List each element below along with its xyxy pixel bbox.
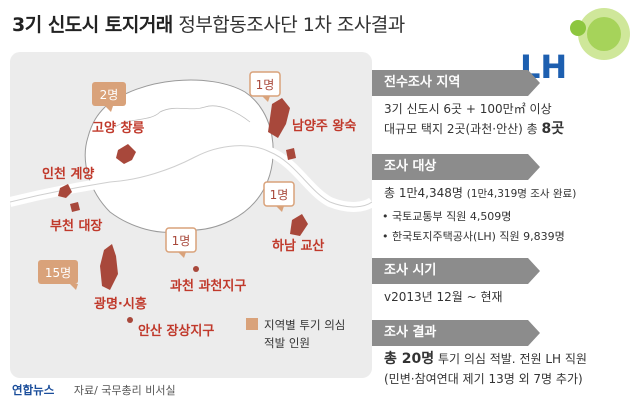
- region-namyangju-2: [286, 148, 296, 160]
- footer: 연합뉴스 자료/ 국무총리 비서실: [12, 382, 176, 402]
- section-area-line1: 3기 신도시 6곳 + 100만㎡ 이상: [384, 102, 552, 116]
- svg-text:2명: 2명: [100, 88, 119, 102]
- label-goyang: 고양 창릉: [92, 120, 144, 136]
- seoul-outline: [84, 79, 274, 233]
- badge-gwangmyeong: 15명: [38, 260, 78, 290]
- svg-text:1명: 1명: [172, 234, 191, 248]
- map-panel: 2명 1명 1명 1명 15명 고양 창릉 남양주 왕숙 인천 계양 부천 대장…: [10, 52, 372, 378]
- label-ansan: 안산 장상지구: [138, 323, 214, 339]
- label-gwacheon: 과천 과천지구: [170, 279, 246, 294]
- svg-text:1명: 1명: [270, 188, 289, 202]
- svg-text:1명: 1명: [256, 78, 275, 92]
- title-main: 3기 신도시 토지거래: [12, 14, 173, 36]
- section-period-line1: v2013년 12월 ~ 현재: [384, 290, 503, 304]
- section-target-line1: 총 1만4,348명 (1만4,319명 조사 완료): [384, 186, 577, 200]
- page-title: 3기 신도시 토지거래 정부합동조사단 1차 조사결과: [12, 10, 405, 37]
- region-hanam: [290, 214, 308, 236]
- region-namyangju: [268, 98, 290, 138]
- label-bucheon: 부천 대장: [50, 218, 102, 234]
- section-target-bullet2: • 한국토지주택공사(LH) 직원 9,839명: [382, 230, 565, 243]
- label-incheon: 인천 계양: [42, 166, 94, 182]
- region-gwacheon: [193, 266, 199, 272]
- label-namyangju: 남양주 왕숙: [292, 118, 356, 134]
- legend-line2: 적발 인원: [264, 336, 310, 350]
- region-incheon: [58, 184, 72, 198]
- badge-hanam: 1명: [263, 181, 295, 212]
- label-gwangmyeong: 광명·시흥: [94, 296, 147, 312]
- legend-line1: 지역별 투기 의심: [264, 318, 345, 332]
- svg-text:15명: 15명: [45, 266, 71, 280]
- logo-circle-small: [570, 20, 586, 36]
- section-result-line1: 총 20명 투기 의심 적발. 전원 LH 직원: [384, 351, 587, 367]
- badge-gwacheon: 1명: [165, 227, 197, 258]
- seoul-district-lines: [114, 105, 251, 128]
- section-area-header: 전수조사 지역: [372, 70, 540, 96]
- badge-namyangju: 1명: [249, 71, 281, 102]
- logo-circle-mid: [587, 17, 621, 51]
- map-svg: 2명 1명 1명 1명 15명 고양 창릉 남양주 왕숙 인천 계양 부천 대장…: [10, 71, 372, 350]
- section-area-line2: 대규모 택지 2곳(과천·안산) 총 8곳: [384, 121, 565, 137]
- section-result-header: 조사 결과: [372, 320, 540, 346]
- region-bucheon: [70, 202, 80, 212]
- section-result-line2: (민변·참여연대 제기 13명 외 7명 추가): [384, 372, 583, 386]
- lh-logo: LH: [520, 8, 630, 80]
- han-river-edge: [10, 145, 372, 208]
- section-target-bullet1: • 국토교통부 직원 4,509명: [382, 210, 512, 223]
- region-gwangmyeong: [100, 244, 118, 290]
- label-hanam: 하남 교산: [272, 238, 324, 254]
- section-period-header: 조사 시기: [372, 258, 540, 284]
- region-goyang: [116, 144, 136, 164]
- badge-goyang: 2명: [92, 82, 126, 112]
- section-target-header: 조사 대상: [372, 154, 540, 180]
- legend-swatch: [246, 318, 258, 330]
- legend: 지역별 투기 의심 적발 인원: [246, 318, 345, 350]
- title-sub: 정부합동조사단 1차 조사결과: [178, 14, 405, 36]
- footer-brand: 연합뉴스: [12, 383, 55, 397]
- footer-source: 자료/ 국무총리 비서실: [73, 384, 176, 397]
- region-ansan: [127, 317, 133, 323]
